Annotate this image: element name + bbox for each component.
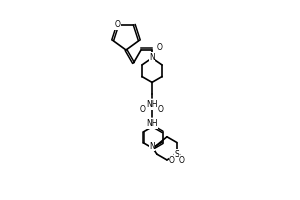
Text: S: S xyxy=(175,150,179,159)
Text: NH: NH xyxy=(146,119,158,128)
Text: O: O xyxy=(115,20,121,29)
Text: NH: NH xyxy=(146,100,158,109)
Text: O: O xyxy=(179,156,185,165)
Text: O: O xyxy=(169,156,175,165)
Text: O: O xyxy=(158,105,164,114)
Text: O: O xyxy=(157,44,163,52)
Text: N: N xyxy=(149,142,155,151)
Text: O: O xyxy=(140,105,146,114)
Text: N: N xyxy=(149,52,155,62)
